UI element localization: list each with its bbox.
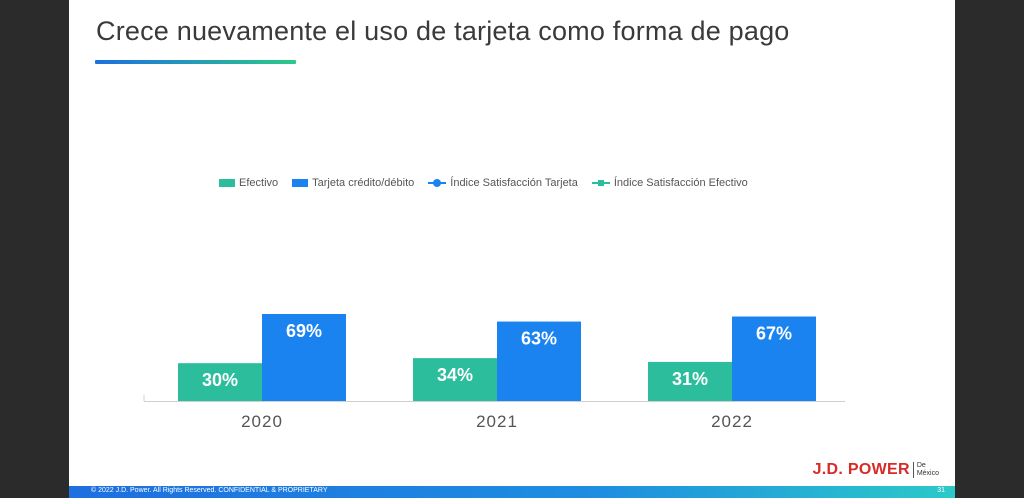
- page-number: 31: [937, 487, 945, 494]
- bar-tarjeta-2022: [732, 316, 816, 401]
- x-tick-label-2020: 2020: [241, 412, 283, 431]
- legend-item-indice-tarjeta: Índice Satisfacción Tarjeta: [428, 177, 578, 189]
- legend-marker-indice-tarjeta: [428, 178, 447, 188]
- legend-label-tarjeta: Tarjeta crédito/débito: [312, 177, 415, 189]
- title-underline: [95, 60, 296, 64]
- bar-chart: 30% 69% 2020 34% 63% 2021 31% 67% 2022: [143, 314, 845, 431]
- bar-efectivo-2022: [648, 361, 732, 401]
- slide: Crece nuevamente el uso de tarjeta como …: [69, 0, 955, 498]
- legend-item-indice-efectivo: Índice Satisfacción Efectivo: [591, 177, 748, 189]
- data-label-efectivo-2020: 30%: [202, 370, 238, 390]
- bar-efectivo-2020: [178, 363, 262, 401]
- logo-divider: [912, 462, 914, 478]
- data-label-tarjeta-2020: 69%: [286, 321, 322, 341]
- legend-swatch-efectivo: [219, 179, 235, 187]
- footer-copyright: © 2022 J.D. Power. All Rights Reserved. …: [91, 487, 328, 494]
- bar-tarjeta-2020: [262, 314, 346, 401]
- logo-subtext: De México: [917, 462, 939, 478]
- legend-label-indice-tarjeta: Índice Satisfacción Tarjeta: [450, 177, 578, 189]
- data-label-tarjeta-2022: 67%: [756, 324, 792, 344]
- chart-legend: Efectivo Tarjeta crédito/débito Índice S…: [219, 176, 748, 190]
- logo-sub-line1: De: [916, 462, 926, 469]
- legend-marker-indice-efectivo: [591, 178, 610, 188]
- data-label-efectivo-2021: 34%: [437, 365, 473, 385]
- logo-sub-line2: México: [916, 470, 939, 477]
- legend-label-indice-efectivo: Índice Satisfacción Efectivo: [613, 177, 748, 189]
- footer-bar: © 2022 J.D. Power. All Rights Reserved. …: [69, 486, 955, 498]
- logo-wordmark: J.D. POWER: [812, 461, 910, 478]
- jd-power-logo: J.D. POWER De México: [813, 461, 939, 479]
- slide-title: Crece nuevamente el uso de tarjeta como …: [96, 16, 790, 46]
- legend-item-efectivo: Efectivo: [219, 177, 278, 189]
- legend-swatch-tarjeta: [292, 179, 309, 187]
- x-tick-label-2022: 2022: [711, 412, 753, 431]
- bar-efectivo-2021: [413, 358, 497, 401]
- legend-label-efectivo: Efectivo: [239, 177, 279, 189]
- x-tick-label-2021: 2021: [476, 412, 518, 431]
- legend-item-tarjeta: Tarjeta crédito/débito: [292, 177, 414, 189]
- data-label-efectivo-2022: 31%: [672, 369, 708, 389]
- bar-tarjeta-2021: [497, 321, 581, 401]
- data-label-tarjeta-2021: 63%: [521, 329, 557, 349]
